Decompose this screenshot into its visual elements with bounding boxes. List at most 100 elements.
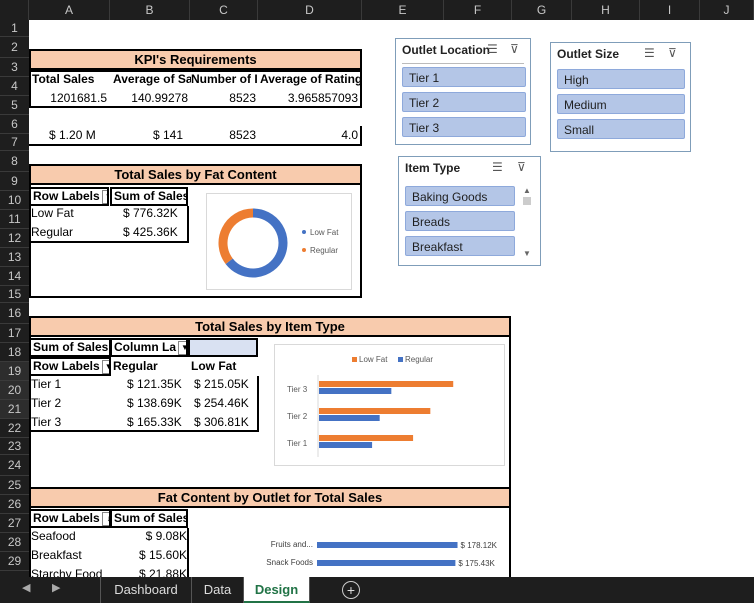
- clear-filter-icon[interactable]: ⊽: [668, 46, 677, 60]
- col-G[interactable]: G: [512, 0, 572, 20]
- multi-select-icon[interactable]: ☰: [644, 46, 655, 60]
- slicer-title: Item Type: [405, 161, 461, 175]
- bar-regular[interactable]: [319, 388, 392, 394]
- slicer-outlet-size[interactable]: Outlet Size ☰ ⊽ High Medium Small: [550, 42, 691, 152]
- scroll-left-icon[interactable]: ◀: [22, 582, 31, 594]
- row-header[interactable]: 21: [0, 400, 29, 419]
- col-I[interactable]: I: [640, 0, 700, 20]
- filter-dropdown-icon[interactable]: ▼: [101, 359, 109, 374]
- col-E[interactable]: E: [362, 0, 444, 20]
- col-C[interactable]: C: [190, 0, 258, 20]
- kpi-fmt-num-items: 8523: [229, 128, 256, 142]
- row-header[interactable]: 3: [0, 58, 29, 77]
- slicer-outlet-location[interactable]: Outlet Location ☰ ⊽ Tier 1 Tier 2 Tier 3: [395, 38, 531, 145]
- slicer-item-breakfast[interactable]: Breakfast: [405, 236, 515, 256]
- itemtype-row-label: Tier 1: [31, 377, 62, 391]
- row-header[interactable]: 10: [0, 191, 29, 210]
- scroll-thumb[interactable]: [523, 197, 531, 205]
- fat-header-sum: Sum of Sales: [110, 187, 188, 206]
- kpi-title: KPI's Requirements: [29, 49, 362, 70]
- slicer-item-tier1[interactable]: Tier 1: [402, 67, 526, 87]
- clear-filter-icon[interactable]: ⊽: [517, 160, 526, 174]
- slicer-item-small[interactable]: Small: [557, 119, 685, 139]
- slicer-scrollbar[interactable]: ▲ ▼: [521, 186, 533, 258]
- donut-slice-regular[interactable]: [218, 208, 254, 264]
- fat-header-row-labels[interactable]: Row Labels▼: [29, 187, 109, 206]
- row-header[interactable]: 2: [0, 37, 29, 58]
- col-H[interactable]: H: [572, 0, 640, 20]
- row-header[interactable]: 12: [0, 229, 29, 248]
- row-header[interactable]: 16: [0, 303, 29, 324]
- col-F[interactable]: F: [444, 0, 512, 20]
- row-header[interactable]: 4: [0, 77, 29, 96]
- filter-dropdown-icon[interactable]: ▼: [178, 340, 186, 355]
- add-sheet-icon[interactable]: +: [342, 581, 360, 599]
- bar-regular[interactable]: [319, 442, 373, 448]
- row-header[interactable]: 11: [0, 210, 29, 229]
- itemtype-h3-text: Row Labels: [33, 359, 100, 373]
- row-header[interactable]: 29: [0, 552, 29, 571]
- row-header[interactable]: 1: [0, 20, 29, 37]
- itemtype-bar-chart[interactable]: Low Fat Regular Tier 3 Tier 2 Tier 1: [274, 344, 505, 466]
- row-header[interactable]: 22: [0, 419, 29, 438]
- row-header[interactable]: 17: [0, 324, 29, 343]
- bar-low-fat[interactable]: [319, 435, 414, 441]
- scroll-up-icon[interactable]: ▲: [523, 186, 531, 195]
- row-header[interactable]: 25: [0, 476, 29, 495]
- bar[interactable]: [317, 560, 456, 566]
- donut-slice-low-fat[interactable]: [225, 208, 288, 278]
- tick-label: Fruits and...: [271, 540, 313, 549]
- row-header[interactable]: 8: [0, 151, 29, 172]
- tab-dashboard[interactable]: Dashboard: [100, 577, 192, 603]
- slicer-item-breads[interactable]: Breads: [405, 211, 515, 231]
- outlet-bar-chart[interactable]: Fruits and... $ 178.12K Snack Foods $ 175.4…: [189, 530, 509, 577]
- multi-select-icon[interactable]: ☰: [487, 42, 498, 56]
- row-header[interactable]: 27: [0, 514, 29, 533]
- row-header[interactable]: 6: [0, 115, 29, 134]
- slicer-item-high[interactable]: High: [557, 69, 685, 89]
- row-header[interactable]: 15: [0, 286, 29, 303]
- row-header[interactable]: 14: [0, 267, 29, 286]
- row-header[interactable]: 13: [0, 248, 29, 267]
- bar-regular[interactable]: [319, 415, 380, 421]
- itemtype-h3[interactable]: Row Labels▼: [29, 357, 111, 376]
- sort-dropdown-icon[interactable]: ↓: [101, 511, 109, 526]
- col-B[interactable]: B: [110, 0, 190, 20]
- scroll-right-icon[interactable]: ▶: [52, 582, 61, 594]
- bar-low-fat[interactable]: [319, 408, 431, 414]
- col-D[interactable]: D: [258, 0, 362, 20]
- slicer-item-type[interactable]: Item Type ☰ ⊽ Baking Goods Breads Breakf…: [398, 156, 541, 266]
- clear-filter-icon[interactable]: ⊽: [510, 42, 519, 56]
- row-header[interactable]: 5: [0, 96, 29, 115]
- row-header[interactable]: 28: [0, 533, 29, 552]
- scroll-down-icon[interactable]: ▼: [523, 249, 531, 258]
- tab-data[interactable]: Data: [192, 577, 244, 603]
- filter-dropdown-icon[interactable]: ▼: [101, 189, 107, 204]
- row-header[interactable]: 7: [0, 134, 29, 151]
- itemtype-h2-text: Column La: [114, 340, 176, 354]
- select-all-corner[interactable]: [0, 0, 29, 20]
- outlet-row-value: $ 21.88K: [138, 567, 187, 577]
- row-header[interactable]: 24: [0, 455, 29, 476]
- slicer-item-baking-goods[interactable]: Baking Goods: [405, 186, 515, 206]
- row-header[interactable]: 23: [0, 438, 29, 455]
- fat-donut-chart[interactable]: Low Fat Regular: [206, 193, 352, 290]
- bar-low-fat[interactable]: [319, 381, 454, 387]
- row-header[interactable]: 18: [0, 343, 29, 362]
- outlet-row-label: Starchy Food: [31, 567, 103, 577]
- slicer-item-medium[interactable]: Medium: [557, 94, 685, 114]
- worksheet-grid[interactable]: KPI's Requirements Total Sales Average o…: [29, 20, 754, 577]
- slicer-item-tier3[interactable]: Tier 3: [402, 117, 526, 137]
- row-header[interactable]: 26: [0, 495, 29, 514]
- bar[interactable]: [317, 542, 458, 548]
- col-J[interactable]: J: [700, 0, 754, 20]
- row-header[interactable]: 9: [0, 172, 29, 191]
- col-A[interactable]: A: [29, 0, 110, 20]
- row-header[interactable]: 20: [0, 381, 29, 400]
- outlet-h1[interactable]: Row Labels ↓: [29, 509, 111, 528]
- slicer-item-tier2[interactable]: Tier 2: [402, 92, 526, 112]
- row-header[interactable]: 19: [0, 362, 29, 381]
- multi-select-icon[interactable]: ☰: [492, 160, 503, 174]
- itemtype-h2[interactable]: Column La▼: [110, 338, 188, 357]
- tab-design[interactable]: Design: [244, 577, 310, 603]
